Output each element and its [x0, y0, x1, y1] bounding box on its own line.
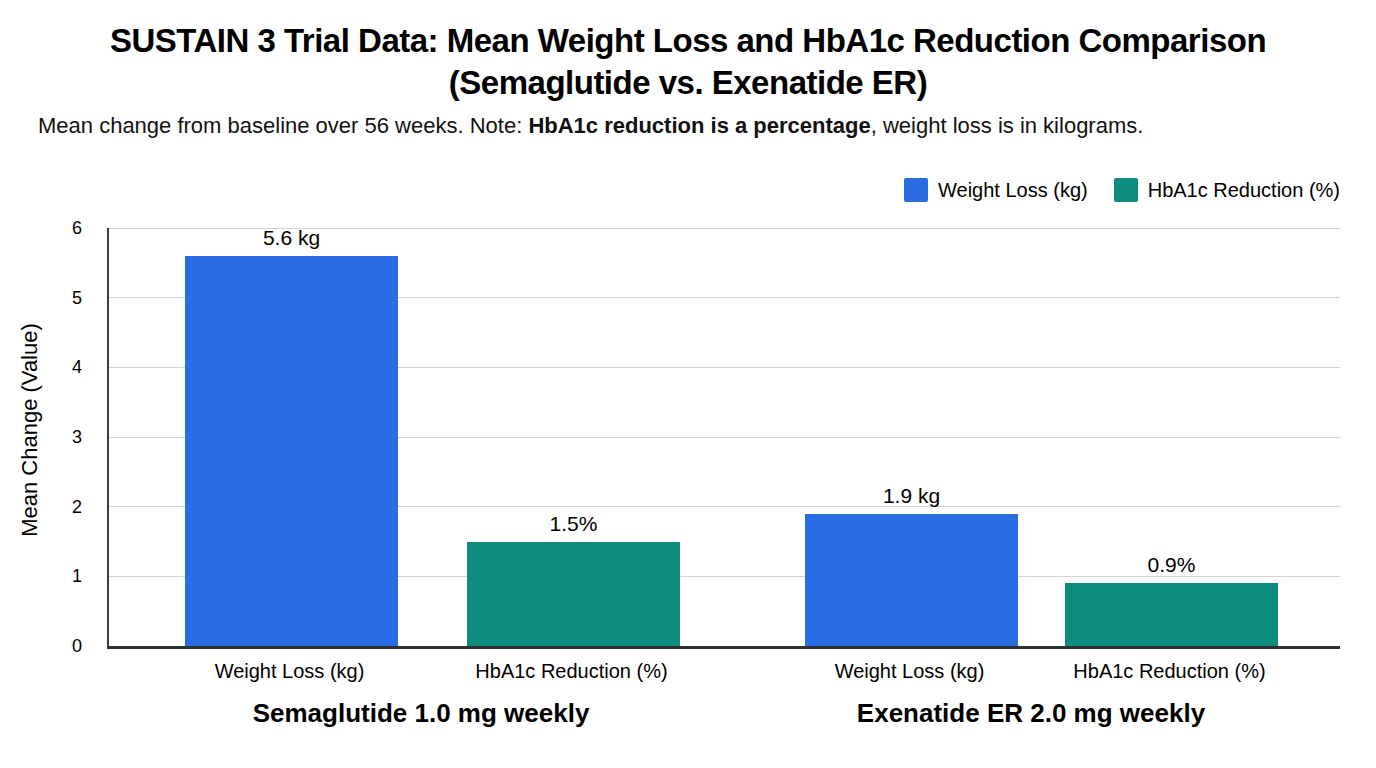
group-label-exenatide: Exenatide ER 2.0 mg weekly	[857, 698, 1205, 729]
chart-page: SUSTAIN 3 Trial Data: Mean Weight Loss a…	[0, 0, 1376, 768]
y-axis-tick-labels: 0 1 2 3 4 5 6	[0, 0, 96, 768]
y-tick-label-1: 1	[0, 567, 96, 585]
subtitle-prefix: Mean change from baseline over 56 weeks.…	[38, 113, 528, 138]
chart-subtitle: Mean change from baseline over 56 weeks.…	[38, 112, 1338, 140]
bar-value-label: 1.5%	[550, 512, 598, 536]
subtitle-bold: HbA1c reduction is a percentage	[528, 113, 870, 138]
legend-swatch-weight-loss	[904, 178, 928, 202]
y-tick-label-6: 6	[0, 219, 96, 237]
legend-label-hba1c: HbA1c Reduction (%)	[1148, 179, 1340, 202]
bar-weight-loss-kg-group1	[185, 256, 398, 646]
legend-label-weight-loss: Weight Loss (kg)	[938, 179, 1088, 202]
chart-legend: Weight Loss (kg) HbA1c Reduction (%)	[904, 178, 1340, 202]
group-label-semaglutide: Semaglutide 1.0 mg weekly	[253, 698, 590, 729]
x-category-label: HbA1c Reduction (%)	[475, 660, 667, 683]
x-category-label: Weight Loss (kg)	[215, 660, 365, 683]
y-tick-label-4: 4	[0, 358, 96, 376]
y-tick-label-2: 2	[0, 498, 96, 516]
chart-title: SUSTAIN 3 Trial Data: Mean Weight Loss a…	[0, 20, 1376, 104]
legend-swatch-hba1c	[1114, 178, 1138, 202]
y-tick-label-3: 3	[0, 428, 96, 446]
x-category-label: Weight Loss (kg)	[835, 660, 985, 683]
chart-title-line2: (Semaglutide vs. Exenatide ER)	[0, 62, 1376, 104]
bar-hba1c-reduction-group1	[467, 542, 680, 647]
bar-hba1c-reduction-group2	[1065, 583, 1278, 646]
y-tick-label-5: 5	[0, 289, 96, 307]
bar-value-label: 5.6 kg	[263, 226, 320, 250]
legend-item-hba1c: HbA1c Reduction (%)	[1114, 178, 1340, 202]
chart-title-line1: SUSTAIN 3 Trial Data: Mean Weight Loss a…	[0, 20, 1376, 62]
bar-value-label: 0.9%	[1148, 553, 1196, 577]
legend-item-weight-loss: Weight Loss (kg)	[904, 178, 1088, 202]
x-category-label: HbA1c Reduction (%)	[1073, 660, 1265, 683]
bar-value-label: 1.9 kg	[883, 484, 940, 508]
bar-weight-loss-kg-group2	[805, 514, 1018, 646]
y-tick-label-0: 0	[0, 637, 96, 655]
subtitle-suffix: , weight loss is in kilograms.	[871, 113, 1144, 138]
plot-area: 5.6 kg 1.5% 1.9 kg 0.9%	[107, 228, 1340, 649]
